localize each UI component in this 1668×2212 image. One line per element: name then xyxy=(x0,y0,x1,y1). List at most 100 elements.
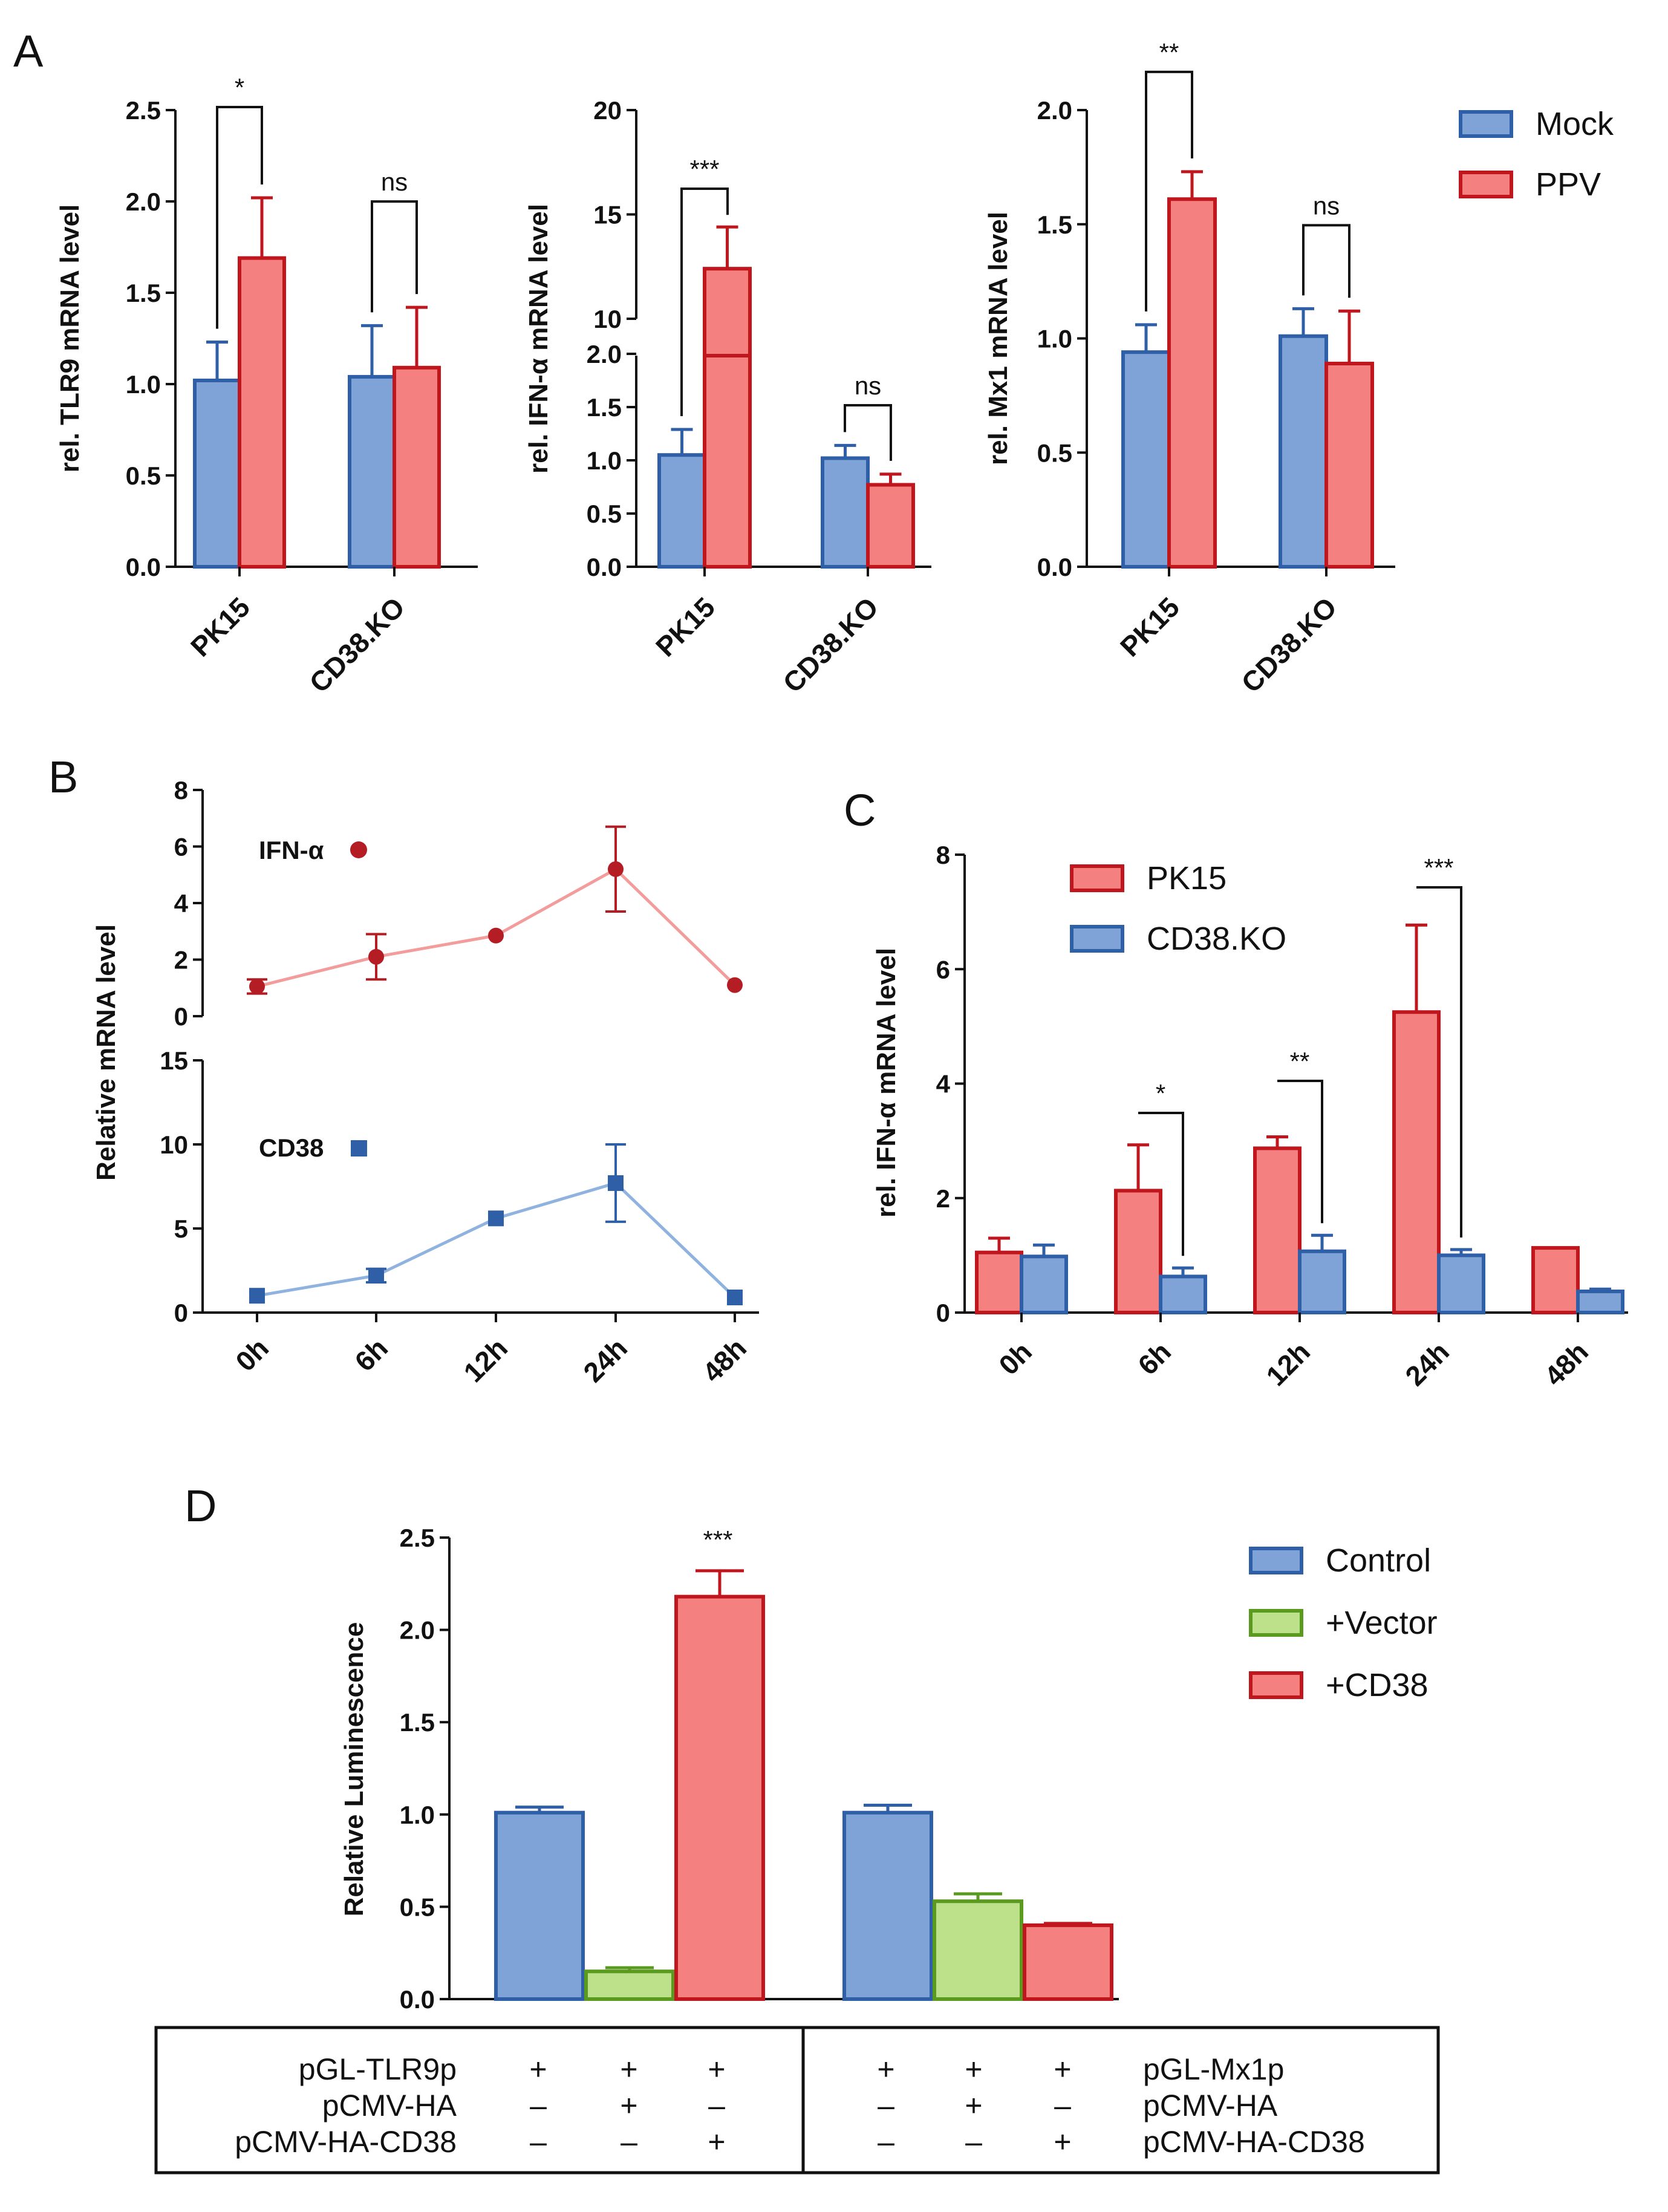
A2-y-tick-label: 2.0 xyxy=(587,340,622,368)
C-bar-PK15-24h xyxy=(1392,1010,1441,1314)
A1-bar-Mock-PK15 xyxy=(193,378,241,569)
D-bar-+Vector-TLR9p xyxy=(584,1969,675,2001)
A2-y-tick-label: 10 xyxy=(593,305,622,333)
A1-bar-Mock-CD38.KO xyxy=(348,374,396,569)
B-x-label-6h: 6h xyxy=(348,1332,394,1377)
A3-bar-PPV-CD38.KO xyxy=(1324,362,1374,569)
A2-bar-Mock-PK15 xyxy=(657,453,706,569)
A3-y-tick-label: 1.0 xyxy=(1037,325,1072,353)
panel-label-B: B xyxy=(48,752,78,802)
D-table-mark: + xyxy=(708,2052,725,2086)
A1-bar-PPV-PK15 xyxy=(238,256,286,569)
C-significance-12h xyxy=(1277,1080,1323,1224)
A1-significance-CD38.KO-label: ns xyxy=(381,168,408,196)
C-significance-6h xyxy=(1138,1112,1184,1256)
C-bar-CD38.KO-0h xyxy=(1020,1254,1068,1315)
B-point-CD38-48h xyxy=(727,1289,743,1305)
A3-bar-Mock-PK15 xyxy=(1121,350,1171,569)
A2-x-label-PK15: PK15 xyxy=(650,591,721,662)
B-point-IFN-α-48h xyxy=(727,977,743,993)
B-x-label-12h: 12h xyxy=(457,1332,513,1388)
legend-D-vector-label: +Vector xyxy=(1326,1605,1438,1641)
D-table-mark: + xyxy=(877,2052,894,2086)
B-point-CD38-24h xyxy=(608,1175,624,1191)
legend-A-mock-swatch xyxy=(1459,110,1513,138)
legend-D-control-label: Control xyxy=(1326,1542,1431,1579)
D-table-mark: + xyxy=(529,2052,547,2086)
A1-y-tick-label: 0.5 xyxy=(126,462,161,490)
legend-A-ppv-swatch xyxy=(1459,171,1513,198)
B-y-tick-label: 15 xyxy=(160,1046,188,1075)
B-point-IFN-α-24h xyxy=(608,861,624,877)
A2-bar-Mock-CD38.KO xyxy=(821,456,870,569)
A1-x-label-PK15: PK15 xyxy=(184,591,256,662)
A3-y-tick-label: 0.5 xyxy=(1037,439,1072,467)
A2-bar-PPV-CD38.KO xyxy=(866,483,915,569)
A3-y-tick-label: 0.0 xyxy=(1037,553,1072,581)
A2-y-tick-label: 20 xyxy=(593,96,622,125)
C-bar-PK15-6h xyxy=(1114,1189,1162,1314)
D-table-mark: + xyxy=(965,2089,982,2122)
A2-y-tick-label: 0.0 xyxy=(587,553,622,581)
A2-y-tick-label: 1.5 xyxy=(587,393,622,422)
A2-significance-CD38.KO xyxy=(844,404,892,461)
D-table-left-row-label: pCMV-HA xyxy=(322,2089,457,2122)
C-significance-6h-label: * xyxy=(1156,1079,1165,1108)
D-significance-CD38: *** xyxy=(703,1525,732,1554)
B-y-tick-label: 0 xyxy=(174,1299,188,1327)
A2-significance-PK15 xyxy=(680,188,729,416)
B-x-label-24h: 24h xyxy=(577,1332,633,1388)
D-table-mark: – xyxy=(878,2125,894,2159)
D-table-mark: + xyxy=(965,2052,982,2086)
C-bar-CD38.KO-48h xyxy=(1576,1289,1624,1315)
A3-x-label-CD38.KO: CD38.KO xyxy=(1235,591,1343,699)
D-y-tick-label: 1.5 xyxy=(400,1708,435,1737)
A2-significance-PK15-label: *** xyxy=(689,155,719,183)
C-significance-24h xyxy=(1416,886,1462,1238)
panel-label-A: A xyxy=(13,26,44,76)
C-bar-CD38.KO-24h xyxy=(1437,1253,1485,1314)
A2-y-tick-label: 15 xyxy=(593,201,622,229)
D-table-right-row-label: pGL-Mx1p xyxy=(1143,2052,1284,2086)
C-y-tick-label: 0 xyxy=(936,1299,950,1327)
D-table-mark: – xyxy=(1054,2089,1071,2122)
A1-x-label-CD38.KO: CD38.KO xyxy=(303,591,411,699)
D-table-left-row-label: pCMV-HA-CD38 xyxy=(235,2125,457,2159)
A1-y-tick-label: 1.0 xyxy=(126,370,161,399)
A2-y-tick-label: 1.0 xyxy=(587,446,622,475)
A3-bar-Mock-CD38.KO xyxy=(1279,334,1328,569)
C-y-tick-label: 2 xyxy=(936,1184,950,1213)
C-y-tick-label: 6 xyxy=(936,955,950,984)
C-y-tick-label: 8 xyxy=(936,841,950,869)
B-x-label-48h: 48h xyxy=(696,1332,752,1388)
legend-C-pk15-label: PK15 xyxy=(1147,860,1227,896)
A2-bar-PPV-PK15-lower xyxy=(703,352,752,569)
A2-x-label-CD38.KO: CD38.KO xyxy=(777,591,884,699)
A1-significance-PK15-label: * xyxy=(235,73,244,102)
B-series-marker-CD38 xyxy=(351,1140,367,1157)
C-significance-24h-label: *** xyxy=(1424,853,1453,882)
D-table-mark: – xyxy=(530,2125,547,2159)
A3-significance-PK15-label: ** xyxy=(1159,38,1179,67)
A3-significance-CD38.KO-label: ns xyxy=(1313,191,1340,220)
C-bar-PK15-0h xyxy=(975,1250,1023,1315)
A2-y-tick-label: 0.5 xyxy=(587,500,622,528)
B-series-label-IFN: IFN-α xyxy=(259,836,324,864)
legend-A-ppv-label: PPV xyxy=(1536,166,1601,203)
D-table-mark: + xyxy=(708,2125,725,2159)
B-x-label-0h: 0h xyxy=(229,1332,275,1377)
A1-significance-PK15 xyxy=(216,105,263,329)
A2-significance-CD38.KO-label: ns xyxy=(855,371,881,400)
legend-C-cd38ko-label: CD38.KO xyxy=(1147,921,1286,957)
D-y-tick-label: 0.0 xyxy=(400,1985,435,2014)
A3-x-label-PK15: PK15 xyxy=(1114,591,1185,662)
D-y-tick-label: 2.5 xyxy=(400,1524,435,1552)
B-point-IFN-α-12h xyxy=(488,927,504,944)
D-table-mark: – xyxy=(708,2089,725,2122)
panel-label-D: D xyxy=(184,1481,217,1531)
A1-y-tick-label: 2.0 xyxy=(126,188,161,216)
legend-A-mock-label: Mock xyxy=(1536,106,1614,142)
B-series-marker-IFN xyxy=(350,841,367,858)
D-table-right-row-label: pCMV-HA xyxy=(1143,2089,1278,2122)
